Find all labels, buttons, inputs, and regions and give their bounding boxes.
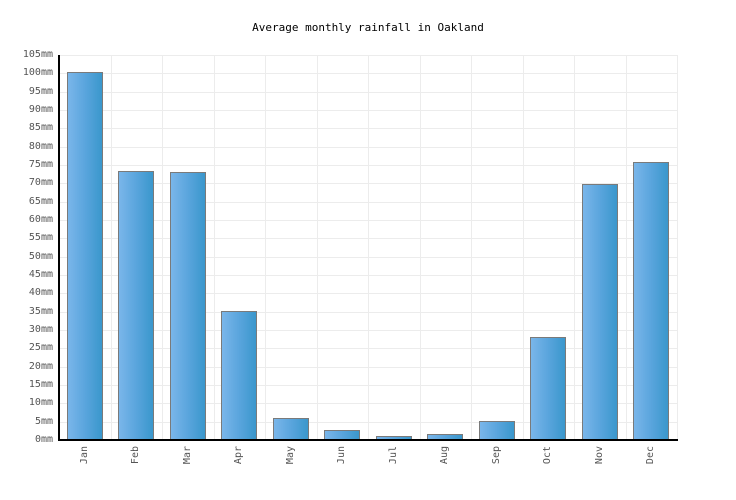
x-tick-label: Jul — [387, 446, 399, 465]
y-tick-label: 5mm — [34, 415, 53, 427]
chart-title: Average monthly rainfall in Oakland — [252, 21, 484, 34]
y-tick-label: 0mm — [34, 434, 53, 445]
x-tick-label: May — [284, 446, 296, 465]
y-tick-label: 25mm — [28, 342, 53, 354]
x-tick-label: Apr — [233, 446, 245, 465]
y-tick-label: 55mm — [28, 232, 53, 244]
bar-nov — [581, 184, 618, 441]
x-tick-label: Mar — [181, 446, 193, 465]
v-gridline — [471, 55, 472, 440]
plot-area — [59, 55, 678, 441]
bar-oct — [530, 336, 567, 441]
bar-sep — [478, 420, 515, 441]
x-tick-label: Jun — [336, 446, 348, 465]
x-axis-line — [58, 439, 678, 441]
y-tick-label: 45mm — [28, 269, 53, 280]
v-gridline — [316, 55, 318, 440]
bar-jan — [66, 71, 103, 441]
v-gridline — [522, 55, 524, 440]
v-gridline — [677, 55, 678, 440]
x-tick-label: Sep — [490, 446, 502, 465]
x-tick-label: Jan — [78, 446, 90, 465]
y-tick-label: 90mm — [28, 104, 53, 115]
y-tick-label: 80mm — [28, 140, 53, 152]
bar-apr — [221, 310, 258, 441]
x-tick-label: Aug — [439, 446, 451, 465]
y-tick-label: 75mm — [28, 159, 53, 170]
v-gridline — [368, 55, 369, 440]
y-axis-line — [58, 55, 60, 441]
y-tick-label: 95mm — [28, 85, 53, 97]
y-tick-label: 105mm — [22, 49, 53, 60]
y-tick-label: 70mm — [28, 177, 53, 189]
v-gridline — [110, 55, 112, 440]
y-tick-label: 65mm — [28, 195, 53, 207]
x-tick-label: Oct — [542, 446, 554, 465]
y-tick-label: 60mm — [28, 214, 53, 225]
y-tick-label: 30mm — [28, 324, 53, 335]
y-tick-label: 40mm — [28, 287, 53, 299]
y-tick-label: 15mm — [28, 379, 53, 390]
y-tick-label: 20mm — [28, 360, 53, 372]
x-tick-label: Dec — [645, 446, 657, 465]
v-gridline — [213, 55, 215, 440]
bar-dec — [633, 162, 670, 441]
v-gridline — [574, 55, 575, 440]
bar-may — [272, 418, 309, 441]
bar-feb — [118, 170, 155, 441]
y-tick-label: 100mm — [22, 67, 53, 79]
x-tick-label: Nov — [593, 446, 605, 465]
y-tick-label: 35mm — [28, 305, 53, 317]
y-tick-label: 85mm — [28, 122, 53, 134]
v-gridline — [265, 55, 266, 440]
y-tick-label: 10mm — [28, 397, 53, 409]
v-gridline — [625, 55, 627, 440]
v-gridline — [419, 55, 421, 440]
bar-mar — [169, 171, 206, 441]
v-gridline — [162, 55, 163, 440]
y-tick-label: 50mm — [28, 250, 53, 262]
x-tick-label: Feb — [130, 446, 142, 465]
